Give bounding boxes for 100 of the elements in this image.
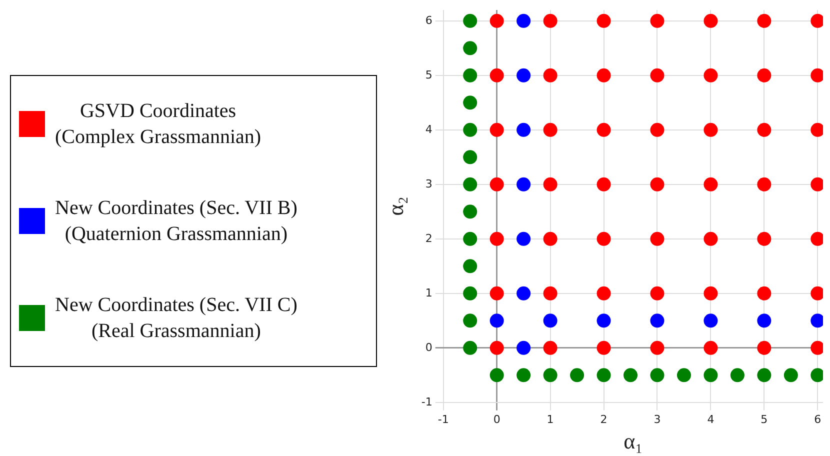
point [596,368,611,382]
point [516,286,531,300]
point [757,14,772,28]
point [490,232,504,246]
point [516,177,531,192]
point [543,286,558,300]
legend-label: New Coordinates (Sec. VII B) (Quaternion Grassmannian) [55,196,298,247]
point [490,340,504,355]
point [490,122,504,137]
point [543,177,558,192]
point [543,14,558,28]
point [543,122,558,137]
x-tick-label: 0 [493,412,500,426]
point [463,41,478,56]
x-tick-label: -1 [438,412,449,426]
point [463,14,478,28]
point [704,14,718,28]
y-tick-label: 4 [425,122,432,136]
point [757,122,772,137]
point [650,177,664,192]
point [516,340,531,355]
point [570,368,584,382]
point [463,286,478,300]
y-tick-label: 6 [425,14,432,27]
point [596,122,611,137]
point [490,286,504,300]
y-axis-title: α₂ [382,196,408,216]
y-tick-label: 2 [425,232,432,245]
point [463,204,478,219]
x-tick-label: 5 [760,412,768,426]
y-tick-label: 5 [425,68,432,82]
point [596,286,611,300]
point [704,68,718,82]
point [596,14,611,28]
point [650,14,664,28]
point [676,368,691,382]
point [463,259,478,274]
x-tick-label: 2 [600,412,608,426]
point [757,368,772,382]
point [490,14,504,28]
point [650,232,664,246]
point [730,368,744,382]
point [704,177,718,192]
point [704,368,718,382]
point [516,14,531,28]
point [757,232,772,246]
point [757,68,772,82]
point [463,340,478,355]
point [596,232,611,246]
point [624,368,638,382]
legend-label: New Coordinates (Sec. VII C) (Real Grassmannian) [55,292,298,344]
point [704,286,718,300]
point [490,368,504,382]
point [596,177,611,192]
x-axis-title: α₁ [624,428,643,454]
point [596,314,611,328]
x-tick-label: 4 [707,412,714,426]
x-tick-label: 1 [546,412,554,426]
point [463,68,478,82]
point [543,68,558,82]
point [757,177,772,192]
point [516,68,531,82]
point [463,150,478,164]
y-tick-label: 1 [425,286,432,300]
point [463,232,478,246]
point [650,368,664,382]
point [650,340,664,355]
point [650,68,664,82]
y-tick-label: 3 [425,177,432,190]
point [704,122,718,137]
point [596,340,611,355]
point [757,314,772,328]
point [650,122,664,137]
y-tick-label: 0 [425,340,432,354]
point [543,314,558,328]
point [490,68,504,82]
point [757,340,772,355]
y-tick-label: -1 [421,395,432,408]
point [490,314,504,328]
x-tick-label: 6 [814,412,822,426]
point [463,177,478,192]
point [784,368,798,382]
point [463,122,478,137]
point [650,286,664,300]
legend-label: GSVD Coordinates (Complex Grassmannian) [55,99,262,150]
point [463,314,478,328]
point [650,314,664,328]
point [543,232,558,246]
x-tick-label: 3 [654,412,661,426]
point [704,340,718,355]
point [490,177,504,192]
point [704,314,718,328]
point [516,368,531,382]
point [516,122,531,137]
point [516,232,531,246]
point [543,368,558,382]
point [757,286,772,300]
point [704,232,718,246]
point [596,68,611,82]
point [543,340,558,355]
